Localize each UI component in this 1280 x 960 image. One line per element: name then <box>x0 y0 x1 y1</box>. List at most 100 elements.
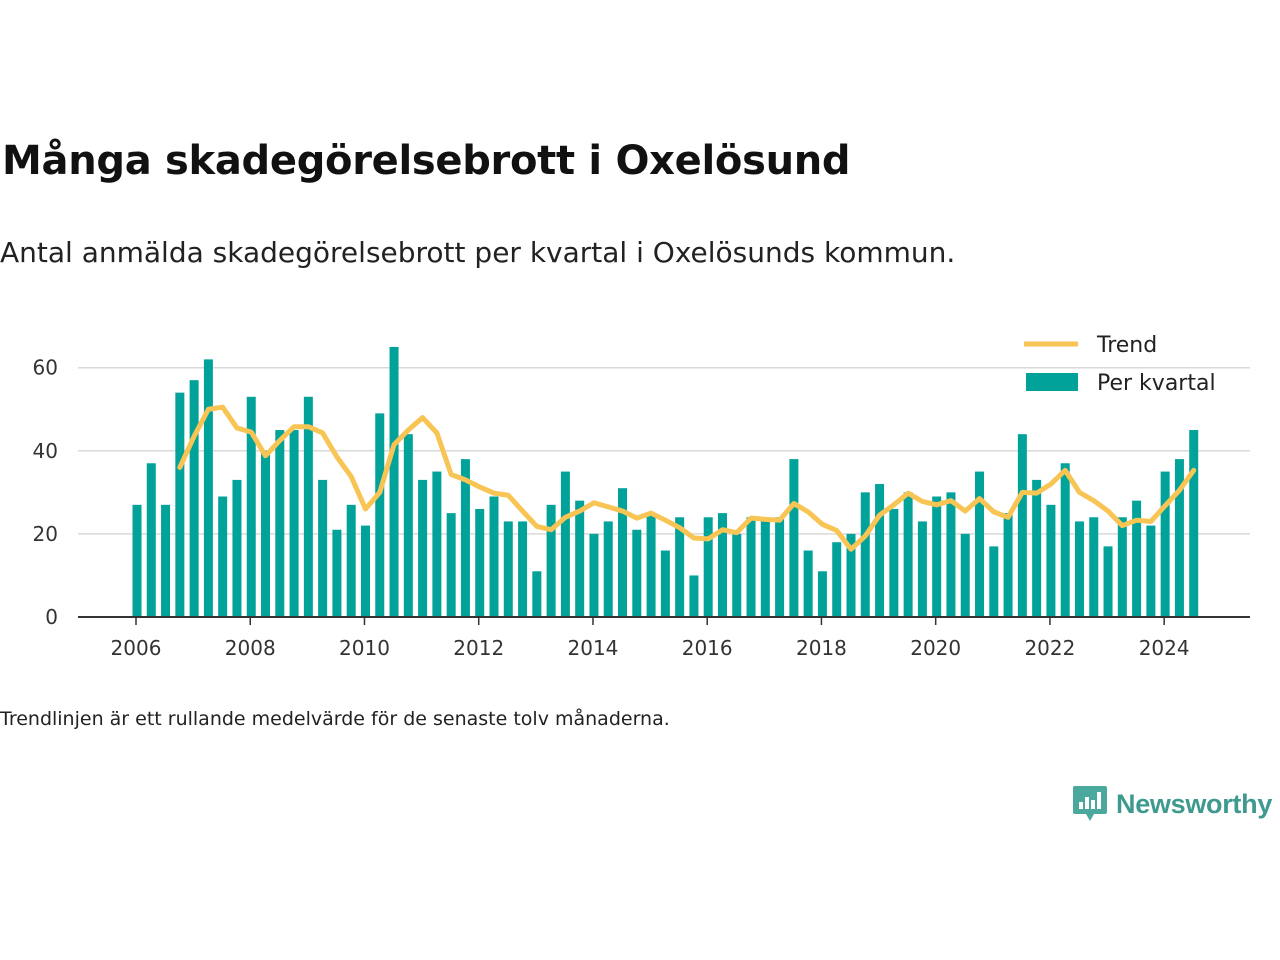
bar <box>261 450 271 617</box>
x-tick-label: 2024 <box>1139 636 1190 660</box>
bar-series <box>132 346 1199 617</box>
bar <box>203 359 213 617</box>
bar <box>246 396 256 617</box>
bar <box>575 500 585 617</box>
y-tick-label: 0 <box>45 605 58 629</box>
y-tick-label: 20 <box>33 522 58 546</box>
bar <box>660 550 670 617</box>
bar <box>446 513 456 617</box>
chart-subtitle: Antal anmälda skadegörelsebrott per kvar… <box>0 236 956 269</box>
bar <box>1132 500 1142 617</box>
bar <box>189 380 199 617</box>
bar <box>832 542 842 617</box>
bar <box>746 517 756 617</box>
bar <box>175 392 185 617</box>
bar <box>1089 517 1099 617</box>
bar <box>360 525 370 617</box>
bar <box>1146 525 1156 617</box>
bar <box>889 508 899 617</box>
x-tick-label: 2014 <box>568 636 619 660</box>
bar <box>675 517 685 617</box>
x-tick-label: 2020 <box>910 636 961 660</box>
bar <box>546 504 556 617</box>
chart-title: Många skadegörelsebrott i Oxelösund <box>2 138 851 184</box>
bar <box>518 521 528 617</box>
bar <box>1160 471 1170 617</box>
bar <box>860 492 870 617</box>
bar <box>460 459 470 617</box>
bar <box>589 533 599 617</box>
legend-trend-label: Trend <box>1096 333 1157 358</box>
bar <box>1074 521 1084 617</box>
bar <box>389 346 399 617</box>
bar <box>618 488 628 617</box>
trend-series <box>177 404 1197 552</box>
bar <box>289 430 299 617</box>
bar <box>775 517 785 617</box>
bar <box>975 471 985 617</box>
bar <box>375 413 385 617</box>
x-tick-label: 2012 <box>453 636 504 660</box>
bar <box>646 513 656 617</box>
bar <box>989 546 999 617</box>
bar <box>946 492 956 617</box>
bar <box>1117 517 1127 617</box>
bar <box>717 513 727 617</box>
bar <box>1003 513 1013 617</box>
legend: Trend Per kvartal <box>1024 333 1216 396</box>
bar <box>303 396 313 617</box>
bar <box>218 496 228 617</box>
bar <box>960 533 970 617</box>
brand-name: Newsworthy <box>1116 788 1273 819</box>
bar <box>917 521 927 617</box>
x-tick-label: 2006 <box>111 636 162 660</box>
bar <box>332 529 342 617</box>
bar <box>532 571 542 617</box>
bar <box>1174 459 1184 617</box>
brand-logo[interactable]: Newsworthy <box>1072 784 1272 824</box>
newsworthy-logo-icon <box>1073 786 1107 821</box>
legend-bar-swatch <box>1026 373 1078 391</box>
bar <box>503 521 513 617</box>
bar <box>632 529 642 617</box>
x-tick-label: 2022 <box>1024 636 1075 660</box>
x-tick-label: 2018 <box>796 636 847 660</box>
axes: 0 20 40 60 2006 2008 2010 2012 2014 2016 2018 2020 2… <box>33 356 1250 660</box>
bar <box>1046 504 1056 617</box>
bar <box>146 463 156 617</box>
bar <box>732 533 742 617</box>
bar <box>803 550 813 617</box>
bar <box>932 496 942 617</box>
bar <box>1103 546 1113 617</box>
legend-bar-label: Per kvartal <box>1097 371 1216 396</box>
bar <box>603 521 613 617</box>
x-tick-label: 2010 <box>339 636 390 660</box>
bar <box>689 575 699 617</box>
bar <box>703 517 713 617</box>
bar <box>817 571 827 617</box>
bar <box>789 459 799 617</box>
bar <box>318 479 328 617</box>
bar <box>1060 463 1070 617</box>
y-tick-label: 40 <box>33 439 58 463</box>
x-tick-label: 2008 <box>225 636 276 660</box>
chart: 0 20 40 60 2006 2008 2010 2012 2014 2016 2018 2020 2… <box>33 333 1250 660</box>
bar <box>846 533 856 617</box>
bar <box>161 504 171 617</box>
x-tick-label: 2016 <box>682 636 733 660</box>
bar <box>1189 430 1199 617</box>
bar <box>232 479 242 617</box>
bar <box>275 430 285 617</box>
trend-line <box>177 404 1197 552</box>
y-tick-label: 60 <box>33 356 58 380</box>
bar <box>475 508 485 617</box>
footnote: Trendlinjen är ett rullande medelvärde f… <box>0 708 670 730</box>
bar <box>132 504 142 617</box>
bar <box>432 471 442 617</box>
bar <box>1017 434 1027 617</box>
bar <box>903 492 913 617</box>
bar <box>346 504 356 617</box>
bar <box>403 434 413 617</box>
bar <box>418 479 428 617</box>
bar <box>875 484 885 617</box>
